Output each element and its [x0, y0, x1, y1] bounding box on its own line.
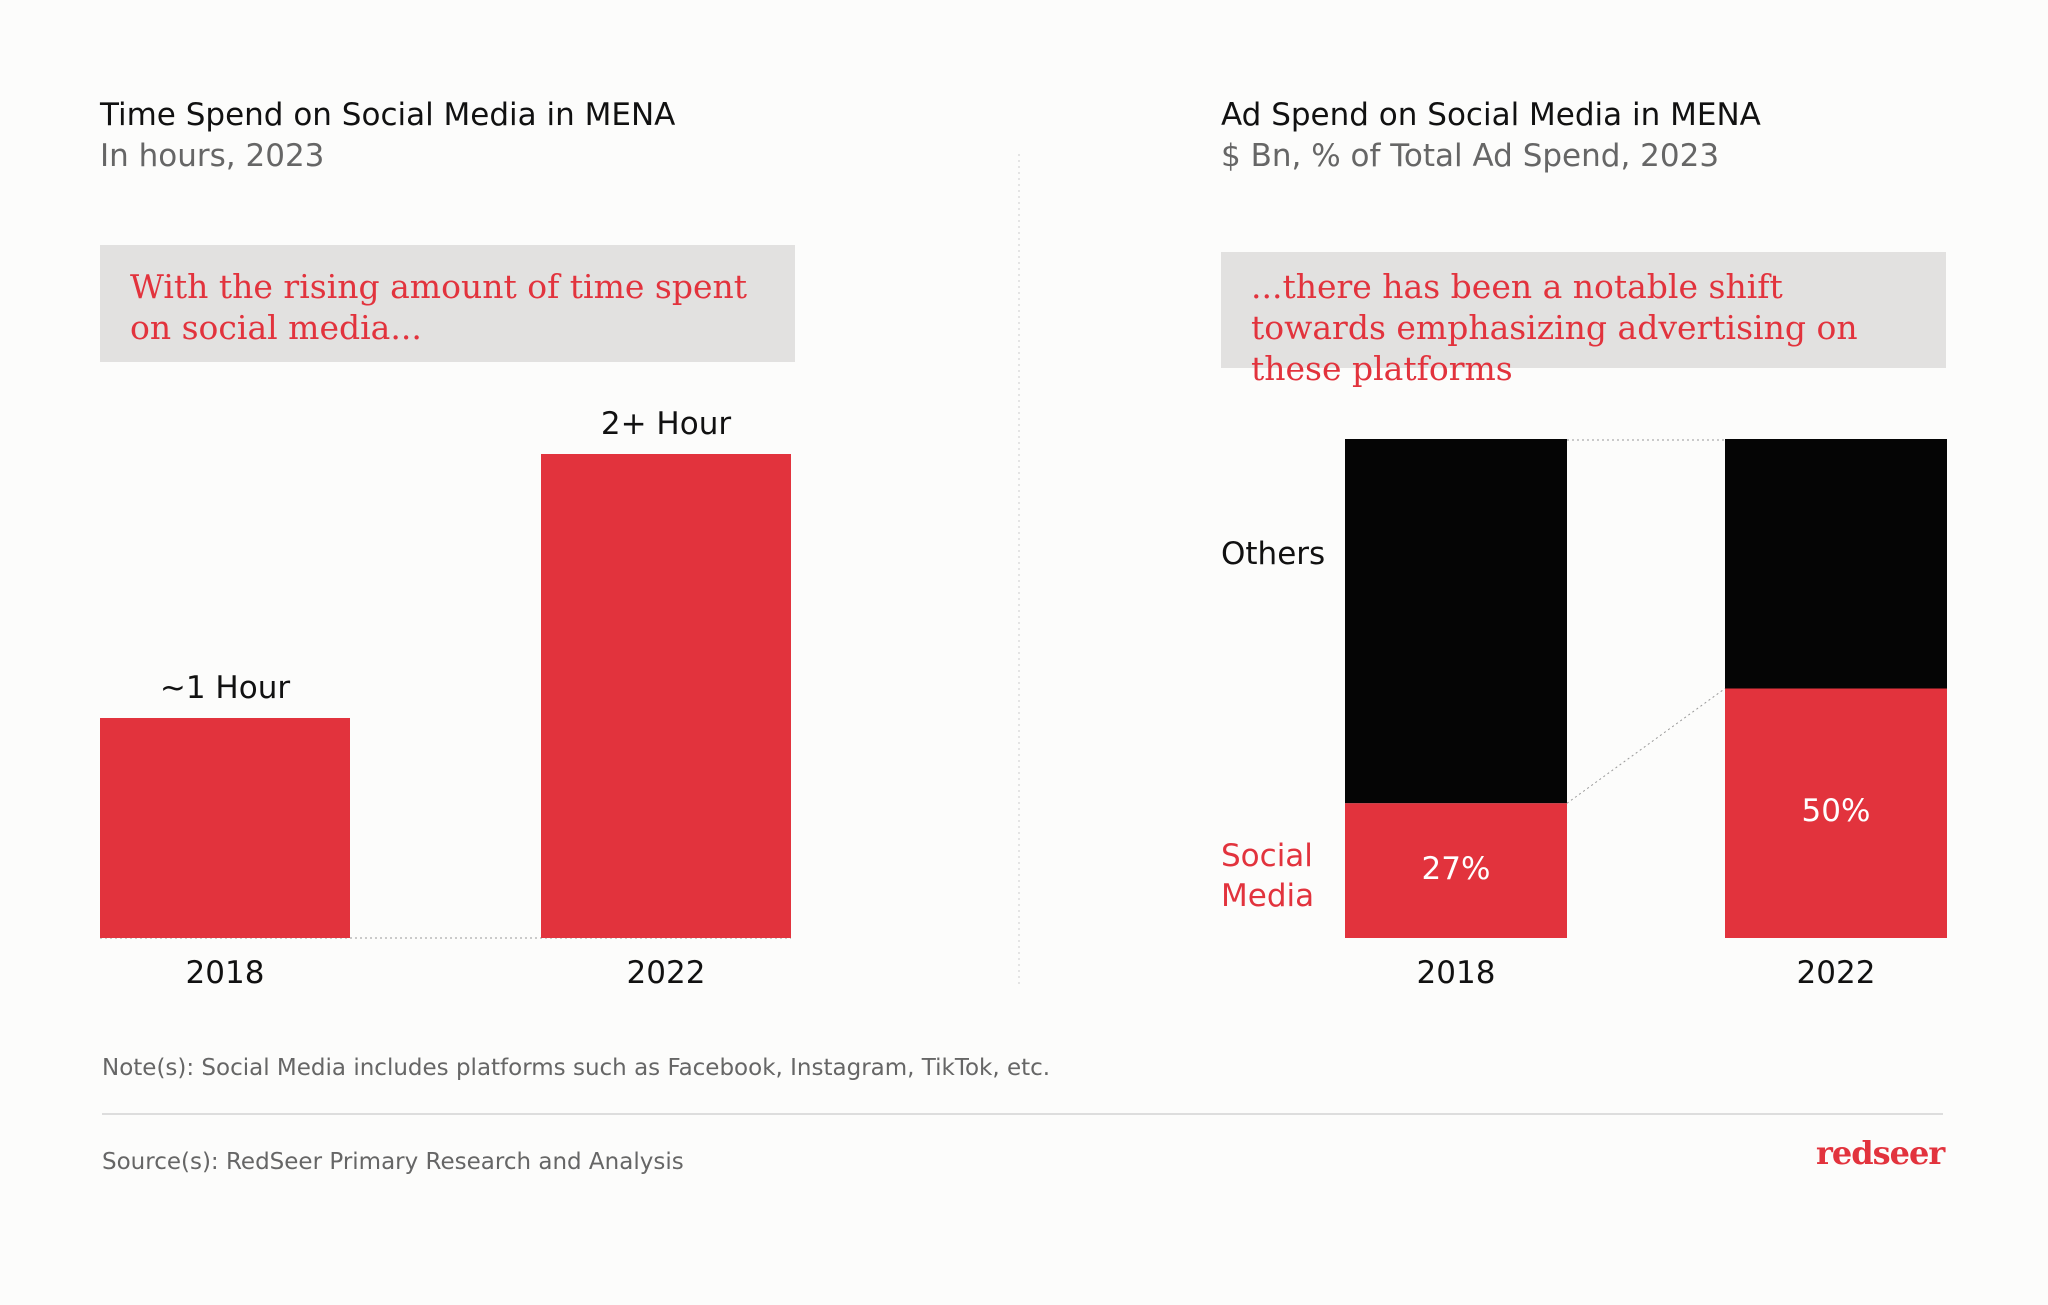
x-tick-right-2018: 2018 [1416, 955, 1496, 991]
data-label-2018: ~1 Hour [159, 670, 291, 706]
others-segment-2022 [1725, 439, 1947, 689]
x-tick-2018: 2018 [185, 955, 265, 991]
legend-social-media: Social Media [1221, 838, 1315, 914]
social-media-segment-2022 [1725, 688, 1947, 938]
bar-2018 [100, 718, 350, 938]
data-label-2018: 27% [1421, 850, 1491, 887]
connector-social-media [1566, 688, 1726, 804]
right-chart-subtitle: $ Bn, % of Total Ad Spend, 2023 [1221, 138, 1720, 174]
bar-2022 [541, 454, 791, 938]
right-callout: ...there has been a notable shift toward… [1221, 252, 1946, 388]
social-media-segment-2018 [1345, 803, 1567, 938]
source-note: Source(s): RedSeer Primary Research and … [102, 1149, 684, 1175]
legend-others: Others [1221, 536, 1326, 572]
data-label-2022: 2+ Hour [600, 406, 732, 442]
left-chart-subtitle: In hours, 2023 [100, 138, 325, 174]
left-chart-title: Time Spend on Social Media in MENA [100, 97, 676, 133]
x-tick-2022: 2022 [626, 955, 706, 991]
x-tick-right-2022: 2022 [1796, 955, 1876, 991]
right-chart-title: Ad Spend on Social Media in MENA [1221, 97, 1761, 133]
left-callout: With the rising amount of time spent on … [100, 245, 795, 362]
others-segment-2018 [1345, 439, 1567, 804]
footnote: Note(s): Social Media includes platforms… [102, 1055, 1051, 1081]
data-label-2022: 50% [1801, 793, 1871, 830]
redseer-logo: redseer [1816, 1134, 1945, 1172]
